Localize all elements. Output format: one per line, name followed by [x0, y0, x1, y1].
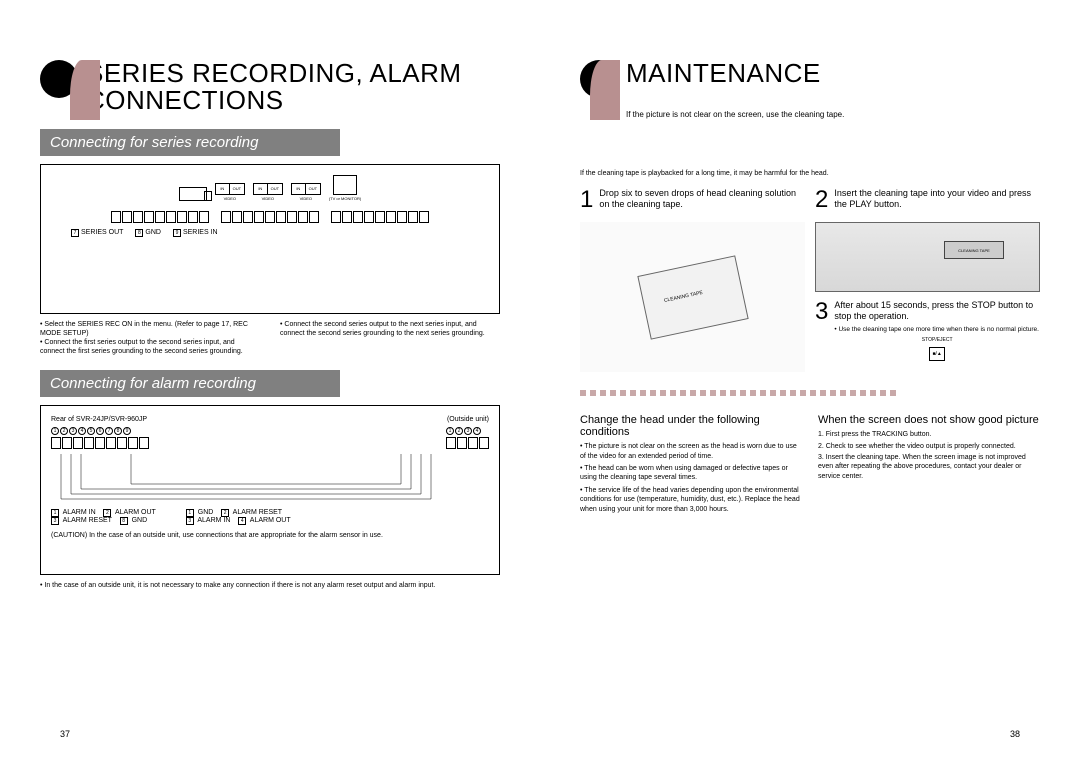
sub1-list: • The picture is not clear on the screen… — [580, 442, 802, 514]
section-alarm: Connecting for alarm recording — [40, 370, 340, 397]
pre-note: If the cleaning tape is playbacked for a… — [580, 169, 1040, 178]
accent-shape — [70, 60, 100, 120]
step-number: 1 — [580, 188, 593, 212]
sub2-title: When the screen does not show good pictu… — [818, 414, 1040, 426]
title-line2: CONNECTIONS — [86, 87, 462, 114]
series-legend: 7SERIES OUT 8GND 9SERIES IN — [71, 229, 489, 237]
step-number: 3 — [815, 300, 828, 361]
maintenance-title: MAINTENANCE — [626, 60, 821, 87]
steps-1-2: 1 Drop six to seven drops of head cleani… — [580, 188, 1040, 212]
step3-subtext: • Use the cleaning tape one more time wh… — [834, 326, 1040, 333]
vcr-illustration: CLEANING TAPE — [815, 222, 1040, 292]
step3-text: After about 15 seconds, press the STOP b… — [834, 300, 1040, 323]
terminal-groups — [51, 211, 489, 223]
step2-text: Insert the cleaning tape into your video… — [834, 188, 1040, 212]
alarm-diagram: Rear of SVR-24JP/SVR-960JP (Outside unit… — [40, 405, 500, 575]
divider — [580, 390, 1040, 396]
sub2-list: 1. First press the TRACKING button. 2. C… — [818, 430, 1040, 481]
stop-eject-icon: ■/▲ — [929, 347, 945, 361]
page-number: 37 — [60, 729, 70, 739]
series-diagram: INOUT VIDEO INOUT VIDEO INOUT VIDEO (TV … — [40, 164, 500, 314]
accent-shape — [590, 60, 620, 120]
title-block: MAINTENANCE — [580, 60, 1040, 98]
alarm-bottom-note: • In the case of an outside unit, it is … — [40, 581, 500, 590]
step1-text: Drop six to seven drops of head cleaning… — [599, 188, 805, 212]
sub1-title: Change the head under the following cond… — [580, 414, 802, 438]
caution-note: (CAUTION) In the case of an outside unit… — [51, 531, 489, 540]
page-left: SERIES RECORDING, ALARM CONNECTIONS Conn… — [0, 0, 540, 763]
series-notes: • Select the SERIES REC ON in the menu. … — [40, 320, 500, 356]
monitor-icon — [333, 175, 357, 195]
wiring-lines — [51, 449, 489, 509]
tape-illustration: CLEANING TAPE — [580, 222, 805, 372]
title-block: SERIES RECORDING, ALARM CONNECTIONS — [40, 60, 500, 115]
step-number: 2 — [815, 188, 828, 212]
title-line1: SERIES RECORDING, ALARM — [86, 60, 462, 87]
section-series: Connecting for series recording — [40, 129, 340, 156]
camera-icon — [179, 187, 207, 201]
page-right: MAINTENANCE If the picture is not clear … — [540, 0, 1080, 763]
page-number: 38 — [1010, 729, 1020, 739]
maintenance-subtitle: If the picture is not clear on the scree… — [626, 110, 1040, 119]
